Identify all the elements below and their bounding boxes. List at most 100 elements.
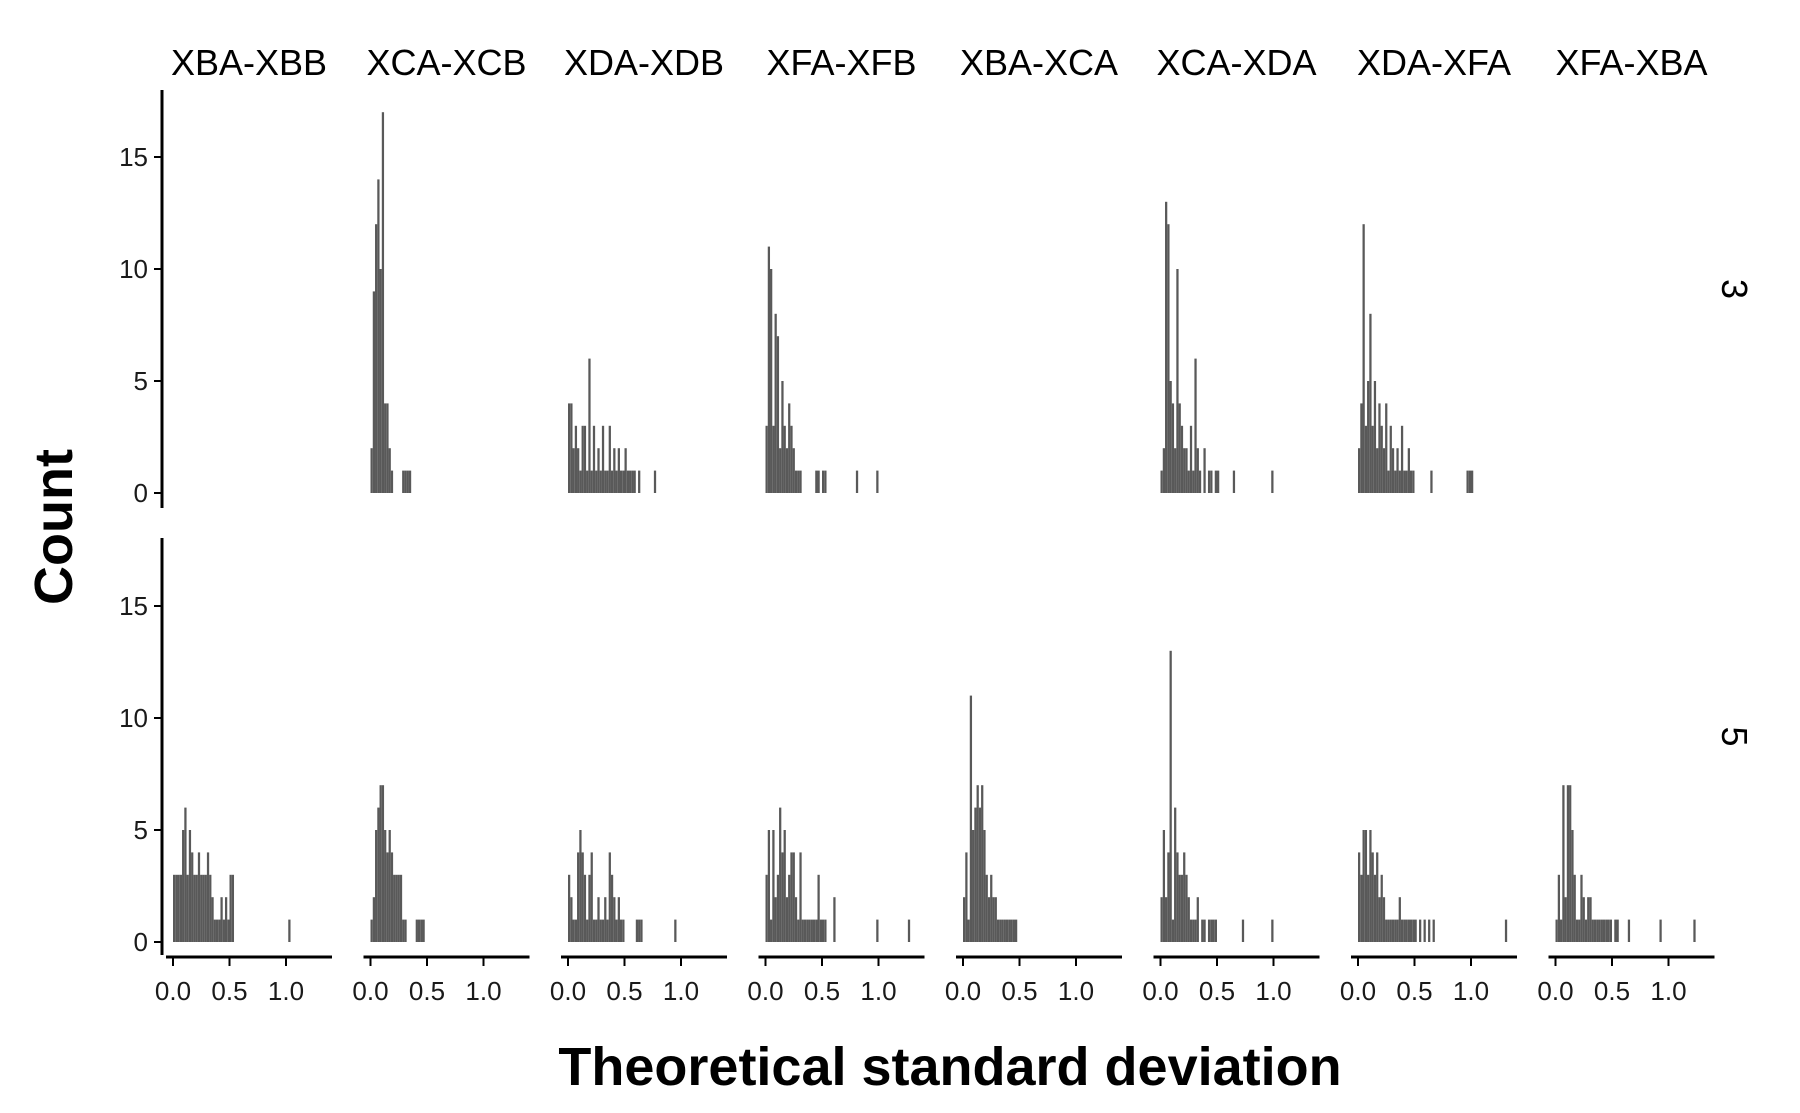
- histogram-bar: [994, 897, 997, 942]
- column-strip-labels: XBA-XBB XCA-XCB XDA-XDB XFA-XFB XBA-XCA XCA-X…: [171, 42, 1708, 83]
- histogram-bar: [1389, 919, 1392, 942]
- panel-5-xda-xfa: [1358, 830, 1508, 942]
- histogram-bar: [586, 919, 589, 942]
- histogram-bar: [388, 830, 391, 942]
- histogram-bar: [1360, 403, 1363, 493]
- histogram-bar: [173, 874, 176, 942]
- histogram-bar: [633, 470, 636, 493]
- x-tick-label: 0.5: [211, 976, 247, 1006]
- histogram-bar: [1210, 470, 1213, 493]
- x-tick-label: 0.0: [1142, 976, 1178, 1006]
- histogram-bar: [770, 269, 773, 493]
- histogram-bar: [197, 852, 201, 942]
- histogram-bar: [972, 830, 975, 942]
- histogram-bar: [772, 830, 775, 942]
- histogram-bar: [776, 336, 780, 493]
- histogram-bar: [1566, 785, 1570, 942]
- histogram-bar: [604, 470, 607, 493]
- histogram-bar: [182, 830, 185, 942]
- histogram-bar: [570, 897, 573, 942]
- histogram-bar: [572, 919, 575, 942]
- histogram-bar: [574, 425, 578, 493]
- y-tick-label: 0: [134, 927, 148, 957]
- x-tick-label: 1.0: [1453, 976, 1489, 1006]
- x-tick-label: 0.5: [1001, 976, 1037, 1006]
- histogram-bar: [1589, 897, 1592, 942]
- histogram-bar: [876, 919, 879, 942]
- histogram-bar: [211, 897, 214, 942]
- histogram-bar: [399, 874, 403, 942]
- histogram-bar: [1203, 448, 1206, 493]
- histogram-bar: [792, 852, 795, 942]
- histogram-bar: [1185, 874, 1188, 942]
- histogram-bar: [601, 919, 605, 942]
- histogram-bar: [175, 874, 178, 942]
- panel-5-xca-xcb: [370, 785, 425, 942]
- histogram-bar: [1271, 919, 1274, 942]
- histogram-bar: [770, 919, 773, 942]
- histogram-bar: [1207, 470, 1211, 493]
- panel-3-xfa-xfb: [765, 246, 879, 493]
- histogram-bar: [1428, 919, 1431, 942]
- histogram-bar: [1165, 897, 1168, 942]
- histogram-bar: [604, 897, 607, 942]
- histogram-bar: [608, 852, 611, 942]
- histogram-bar: [822, 919, 825, 942]
- histogram-bar: [1241, 919, 1245, 942]
- histogram-bar: [1412, 470, 1415, 493]
- histogram-bar: [597, 448, 600, 493]
- histogram-bar: [772, 425, 775, 493]
- histogram-bar: [1364, 830, 1368, 942]
- histogram-bar: [595, 919, 598, 942]
- histogram-bar: [1389, 425, 1392, 493]
- histogram-bar: [388, 448, 391, 493]
- histogram-bar: [1380, 425, 1383, 493]
- histogram-bar: [1471, 470, 1474, 493]
- histogram-bar: [179, 874, 183, 942]
- panel-5-xfa-xba: [1555, 785, 1696, 942]
- panel-3-xca-xcb: [370, 112, 412, 493]
- histogram-bar: [1217, 470, 1220, 493]
- histogram-bar: [1596, 919, 1599, 942]
- histogram-bar: [1382, 897, 1386, 942]
- y-tick-label: 0: [134, 478, 148, 508]
- histogram-bar: [1360, 874, 1363, 942]
- histogram-bar: [674, 919, 677, 942]
- histogram-bar: [992, 897, 995, 942]
- histogram-bar: [1385, 919, 1388, 942]
- histogram-bar: [1584, 919, 1588, 942]
- histogram-bar: [631, 470, 634, 493]
- histogram-bar: [1387, 470, 1390, 493]
- histogram-bar: [1196, 897, 1199, 942]
- histogram-bar: [1001, 919, 1004, 942]
- histogram-bar: [1178, 403, 1181, 493]
- histogram-bar: [783, 830, 786, 942]
- histogram-bar: [1409, 470, 1413, 493]
- histogram-bar: [613, 897, 616, 942]
- histogram-bar: [1171, 403, 1175, 493]
- histogram-bar: [1189, 919, 1193, 942]
- histogram-bar: [1557, 874, 1561, 942]
- histogram-bar: [1564, 897, 1567, 942]
- y-tick-label: 15: [119, 142, 148, 172]
- histogram-bar: [876, 470, 879, 493]
- histogram-bar: [1367, 874, 1370, 942]
- histogram-bar: [1183, 448, 1186, 493]
- x-axis-xda-xfa: 0.0 0.5 1.0: [1340, 955, 1517, 1006]
- histogram-bar: [792, 448, 795, 493]
- histogram-bar: [776, 874, 780, 942]
- histogram-bar: [1504, 919, 1508, 942]
- histogram-bar: [1391, 919, 1395, 942]
- histogram-bar: [1210, 919, 1213, 942]
- histogram-bar: [990, 874, 993, 942]
- x-tick-label: 0.0: [352, 976, 388, 1006]
- histogram-bar: [765, 425, 768, 493]
- histogram-bar: [1602, 919, 1606, 942]
- histogram-bar: [1609, 919, 1612, 942]
- histogram-bar: [590, 852, 593, 942]
- panel-5-xfa-xfb: [765, 807, 911, 942]
- histogram-bar: [817, 470, 820, 493]
- histogram-bar: [1407, 448, 1410, 493]
- panel-3-xda-xdb: [568, 358, 657, 493]
- histogram-bar: [779, 448, 782, 493]
